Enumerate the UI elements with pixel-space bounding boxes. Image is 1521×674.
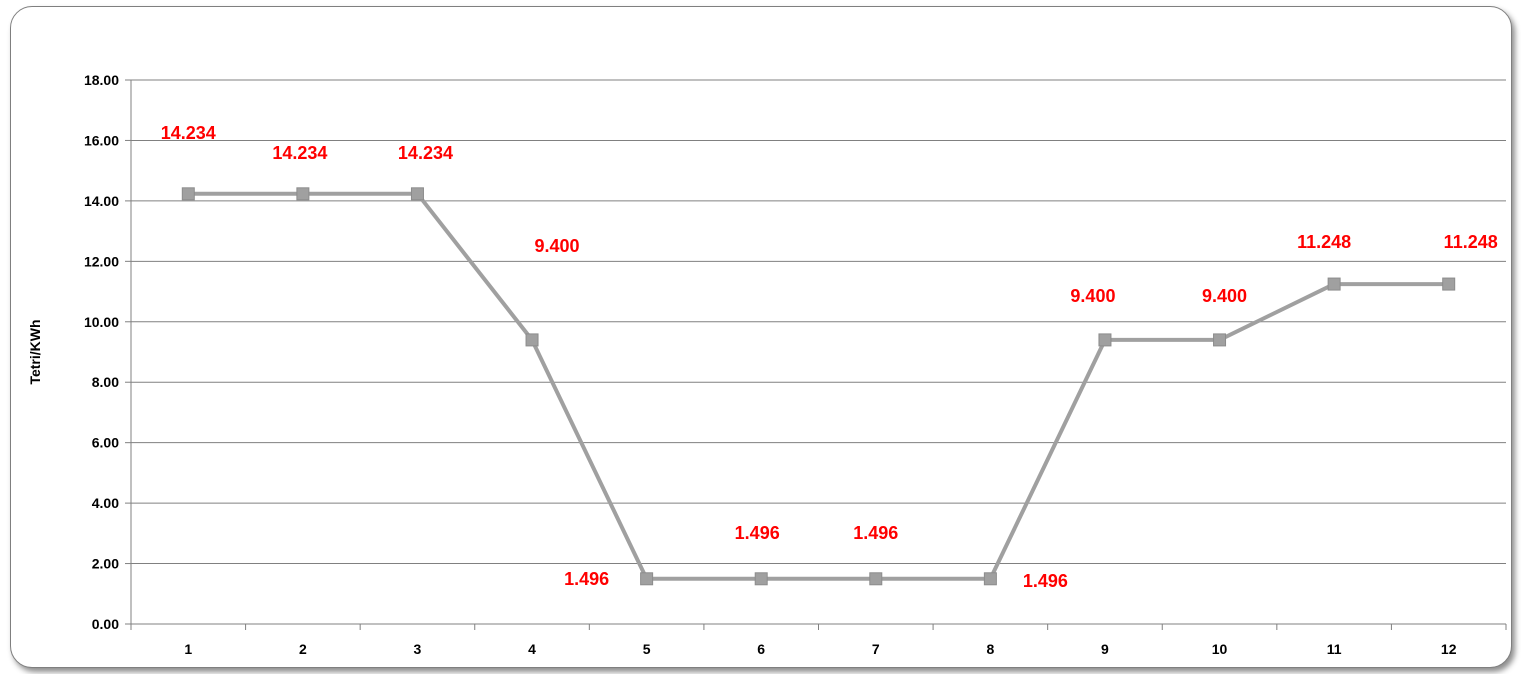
x-tick-label: 12	[1441, 641, 1457, 657]
data-point-marker	[1098, 333, 1112, 347]
chart-frame	[10, 6, 1512, 668]
gridlines	[131, 79, 1506, 565]
data-point-marker	[869, 572, 883, 586]
data-label: 1.496	[1023, 571, 1068, 591]
data-point-marker	[1327, 277, 1341, 291]
x-tick-label: 3	[414, 641, 422, 657]
data-label: 11.248	[1297, 232, 1351, 252]
y-tick-label: 4.00	[92, 495, 119, 511]
data-label: 9.400	[1070, 286, 1115, 306]
data-point-marker	[410, 187, 424, 201]
data-point-marker	[640, 572, 654, 586]
y-tick-label: 10.00	[84, 314, 119, 330]
x-tick-label: 4	[528, 641, 536, 657]
x-tick-label: 9	[1101, 641, 1109, 657]
data-point-marker	[525, 333, 539, 347]
data-label: 14.234	[161, 123, 216, 143]
series-markers	[181, 187, 1456, 586]
axes	[125, 79, 1507, 630]
data-point-marker	[1213, 333, 1227, 347]
data-label: 14.234	[398, 143, 453, 163]
data-label: 11.248	[1444, 232, 1498, 252]
x-tick-labels: 1 2 3 4 5 6 7 8 9 10 11 12	[184, 641, 1456, 657]
y-tick-label: 0.00	[92, 616, 119, 632]
series-polyline	[188, 191, 1449, 581]
x-tick-label: 5	[643, 641, 651, 657]
y-tick-label: 6.00	[92, 435, 119, 451]
x-tick-label: 10	[1212, 641, 1228, 657]
data-label: 1.496	[853, 523, 898, 543]
y-tick-label: 16.00	[84, 132, 119, 148]
data-labels: 14.234 14.234 14.234 9.400 1.496 1.496 1.496 1.…	[161, 123, 1498, 591]
y-tick-labels: 0.00 2.00 4.00 6.00 8.00 10.00 12.00 14.00 16.00…	[84, 72, 119, 632]
data-label: 1.496	[735, 523, 780, 543]
y-axis-label: Tetri/KWh	[27, 319, 43, 384]
data-point-marker	[754, 572, 768, 586]
x-tick-label: 7	[872, 641, 880, 657]
y-tick-label: 8.00	[92, 374, 119, 390]
x-tick-label: 2	[299, 641, 307, 657]
data-point-marker	[983, 572, 997, 586]
x-tick-label: 1	[184, 641, 192, 657]
x-tick-label: 6	[757, 641, 765, 657]
data-point-marker	[1442, 277, 1456, 291]
data-label: 1.496	[564, 569, 609, 589]
series-line	[188, 191, 1449, 581]
y-tick-label: 14.00	[84, 193, 119, 209]
y-tick-label: 2.00	[92, 556, 119, 572]
data-label: 14.234	[272, 143, 327, 163]
data-label: 9.400	[535, 236, 580, 256]
data-label: 9.400	[1202, 286, 1247, 306]
x-tick-label: 8	[986, 641, 994, 657]
data-point-marker	[296, 187, 310, 201]
data-point-marker	[181, 187, 195, 201]
y-tick-label: 18.00	[84, 72, 119, 88]
y-tick-label: 12.00	[84, 253, 119, 269]
x-tick-label: 11	[1327, 641, 1342, 657]
